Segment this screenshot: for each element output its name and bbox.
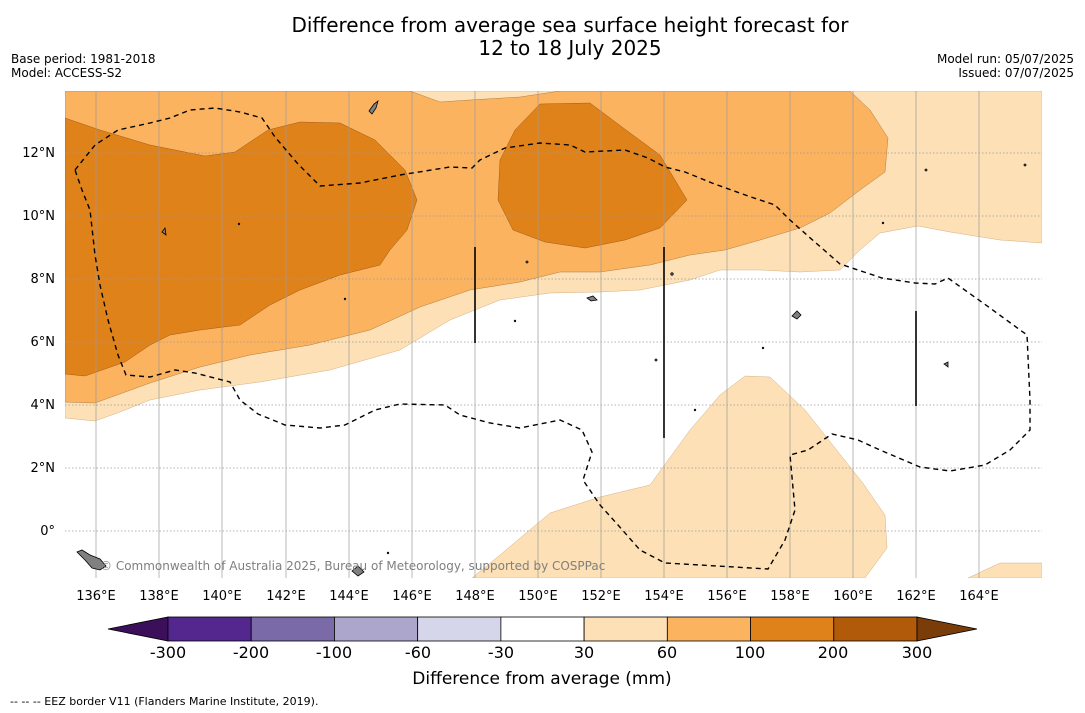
lon-label: 136°E (76, 589, 116, 604)
lon-label: 152°E (581, 589, 621, 604)
colorbar-extend-low (107, 616, 169, 642)
eez-dividers (474, 247, 917, 438)
title-line-2: 12 to 18 July 2025 (478, 36, 662, 60)
lon-label: 156°E (707, 589, 747, 604)
anomaly-contour-100-200-west (65, 117, 418, 377)
base-period: Base period: 1981-2018 (11, 52, 156, 66)
anomaly-contour-30-60-southeast (967, 562, 1042, 578)
colorbar-label: 60 (657, 643, 677, 662)
islet-6 (1023, 163, 1027, 167)
islet-8 (761, 346, 765, 350)
colorbar-segment (167, 616, 252, 642)
eez-footnote: -- -- -- EEZ border V11 (Flanders Marine… (10, 695, 319, 708)
islet-3 (513, 319, 517, 323)
colorbar-label: -30 (488, 643, 514, 662)
map-panel: © Commonwealth of Australia 2025, Bureau… (65, 91, 1042, 578)
lat-label: 12°N (22, 146, 55, 161)
island-guam (368, 99, 379, 115)
meta-right: Model run: 05/07/2025 Issued: 07/07/2025 (937, 52, 1074, 80)
title-line-1: Difference from average sea surface heig… (291, 13, 849, 37)
lon-label: 150°E (518, 589, 558, 604)
lon-label: 158°E (770, 589, 810, 604)
longitude-labels: 136°E 138°E 140°E 142°E 144°E 146°E 148°… (76, 589, 999, 604)
lat-label: 2°N (31, 461, 56, 476)
lon-label: 140°E (202, 589, 242, 604)
colorbar-segment (833, 616, 918, 642)
colorbar-labels: -300 -200 -100 -60 -30 30 60 100 200 300 (150, 643, 932, 662)
islet-7 (881, 221, 885, 225)
lon-label: 144°E (329, 589, 369, 604)
lon-label: 164°E (959, 589, 999, 604)
colorbar-segment (334, 616, 419, 642)
island-chuuk (586, 295, 598, 302)
lon-label: 146°E (392, 589, 432, 604)
anomaly-contour-30-60-south (471, 375, 888, 578)
colorbar-segment (417, 616, 502, 642)
credit-text: © Commonwealth of Australia 2025, Bureau… (100, 559, 605, 573)
islet-5 (924, 168, 928, 172)
colorbar-label: -300 (150, 643, 186, 662)
colorbar-segment (750, 616, 835, 642)
lon-label: 154°E (644, 589, 684, 604)
lon-label: 148°E (455, 589, 495, 604)
colorbar-label: 30 (574, 643, 594, 662)
islet-4 (654, 358, 658, 362)
colorbar-title: Difference from average (mm) (412, 669, 671, 689)
lon-label: 142°E (266, 589, 306, 604)
lon-label: 138°E (139, 589, 179, 604)
lat-label: 8°N (31, 272, 56, 287)
lat-label: 4°N (31, 398, 56, 413)
island-palau (161, 226, 167, 236)
map-title: Difference from average sea surface heig… (0, 14, 1085, 60)
islet-9 (693, 408, 697, 412)
graticule (95, 91, 980, 578)
colorbar-segment (583, 616, 668, 642)
lat-label: 10°N (22, 209, 55, 224)
colorbar-label: -60 (405, 643, 431, 662)
meta-left: Base period: 1981-2018 Model: ACCESS-S2 (11, 52, 156, 80)
islet-1 (525, 260, 529, 264)
islet-12 (386, 551, 390, 555)
colorbar (107, 616, 978, 642)
lon-label: 162°E (896, 589, 936, 604)
island-pohnpei (791, 310, 802, 320)
island-manus (351, 565, 365, 577)
islet-10 (237, 222, 241, 226)
latitude-labels: 12°N 10°N 8°N 6°N 4°N 2°N 0° (22, 146, 55, 539)
colorbar-segment (500, 616, 585, 642)
lat-label: 6°N (31, 335, 56, 350)
islet-11 (343, 297, 347, 301)
islands (76, 99, 1027, 577)
issued-date: Issued: 07/07/2025 (958, 66, 1074, 80)
islet-2 (670, 272, 674, 276)
colorbar-label: 100 (735, 643, 766, 662)
island-kosrae (943, 361, 949, 368)
colorbar-extend-high (916, 616, 978, 642)
anomaly-contour-100-200-central (497, 102, 688, 249)
colorbar-label: 200 (818, 643, 849, 662)
island-png-north (76, 549, 107, 571)
lat-label: 0° (40, 524, 55, 539)
model-name: Model: ACCESS-S2 (11, 66, 123, 80)
eez-border-palau-fsm (74, 107, 1031, 570)
colorbar-label: -200 (233, 643, 269, 662)
lon-label: 160°E (833, 589, 873, 604)
colorbar-label: -100 (316, 643, 352, 662)
colorbar-segment (666, 616, 751, 642)
colorbar-segment (250, 616, 335, 642)
colorbar-label: 300 (902, 643, 933, 662)
model-run: Model run: 05/07/2025 (936, 52, 1074, 66)
